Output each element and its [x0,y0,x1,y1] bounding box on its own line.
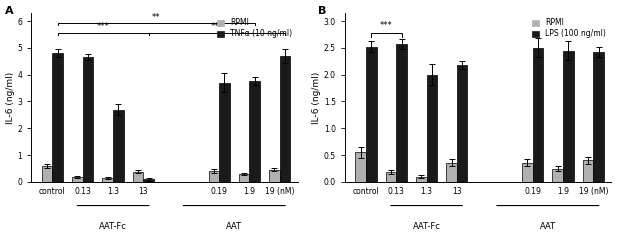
Y-axis label: IL-6 (ng/ml): IL-6 (ng/ml) [312,71,321,124]
Text: AAT: AAT [226,222,242,231]
Text: ***: *** [380,21,393,30]
Bar [239,174,249,182]
Text: AAT-Fc: AAT-Fc [99,222,127,231]
Bar [83,57,93,182]
Bar [52,53,63,182]
Bar [72,177,83,182]
Bar [457,65,468,182]
Bar [102,178,113,182]
Bar [532,48,543,182]
Legend: RPMI, TNFα (10 ng/ml): RPMI, TNFα (10 ng/ml) [216,17,294,40]
Bar [42,166,52,182]
Bar [446,163,457,182]
Legend: RPMI, LPS (100 ng/ml): RPMI, LPS (100 ng/ml) [531,17,608,40]
Bar [594,52,604,182]
Bar [113,109,123,182]
Text: AAT: AAT [540,222,556,231]
Bar [522,163,532,182]
Bar [219,83,230,182]
Text: B: B [318,6,326,16]
Text: A: A [4,6,13,16]
Bar [249,81,260,182]
Bar [396,44,407,182]
Bar [552,168,563,182]
Bar [416,177,426,182]
Y-axis label: IL-6 (ng/ml): IL-6 (ng/ml) [6,71,15,124]
Text: **: ** [152,13,160,21]
Bar [209,171,219,182]
Bar [133,172,143,182]
Bar [563,51,574,182]
Text: AAT-Fc: AAT-Fc [413,222,441,231]
Bar [426,75,437,182]
Bar [143,179,154,182]
Bar [269,170,280,182]
Bar [355,152,366,182]
Text: ***: *** [210,22,223,31]
Bar [280,56,291,182]
Bar [366,47,376,182]
Bar [582,161,594,182]
Bar [386,172,396,182]
Text: ***: *** [97,22,110,31]
